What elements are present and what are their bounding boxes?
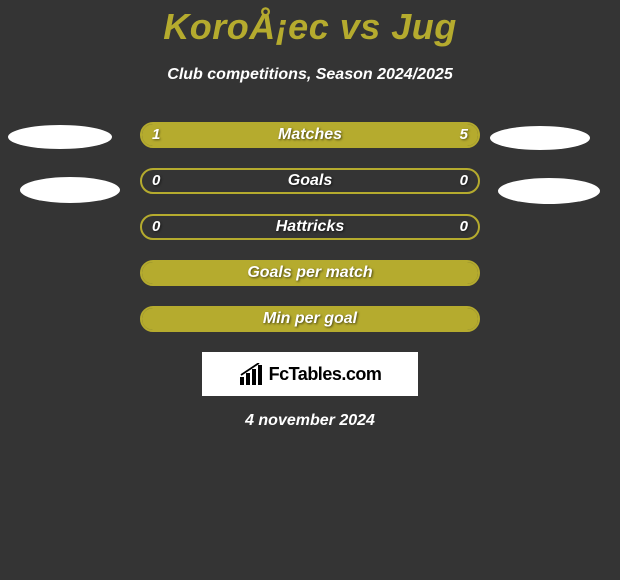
fctables-logo[interactable]: FcTables.com	[202, 352, 418, 396]
right-value: 0	[460, 214, 468, 240]
page-title: KoroÅ¡ec vs Jug	[0, 0, 620, 48]
fill-left	[142, 124, 198, 146]
stat-pill	[140, 260, 480, 286]
fill-full	[142, 308, 478, 330]
left-value: 1	[152, 122, 160, 148]
bar-chart-icon	[239, 363, 265, 385]
subtitle: Club competitions, Season 2024/2025	[0, 66, 620, 84]
stat-row-hattricks: 00Hattricks	[0, 214, 620, 240]
stats-rows: 15Matches00Goals00HattricksGoals per mat…	[0, 122, 620, 332]
logo-text: FcTables.com	[269, 364, 382, 385]
photo-placeholder	[20, 177, 120, 203]
fill-full	[142, 262, 478, 284]
photo-placeholder	[490, 126, 590, 150]
stat-row-goals-per-match: Goals per match	[0, 260, 620, 286]
right-value: 5	[460, 122, 468, 148]
photo-placeholder	[498, 178, 600, 204]
left-value: 0	[152, 214, 160, 240]
stat-pill	[140, 168, 480, 194]
stat-pill	[140, 214, 480, 240]
stat-row-min-per-goal: Min per goal	[0, 306, 620, 332]
right-value: 0	[460, 168, 468, 194]
stat-pill	[140, 306, 480, 332]
left-value: 0	[152, 168, 160, 194]
photo-placeholder	[8, 125, 112, 149]
stat-pill	[140, 122, 480, 148]
date-label: 4 november 2024	[0, 412, 620, 430]
fill-right	[198, 124, 478, 146]
